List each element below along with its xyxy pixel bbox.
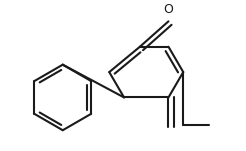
Text: O: O xyxy=(164,3,173,16)
